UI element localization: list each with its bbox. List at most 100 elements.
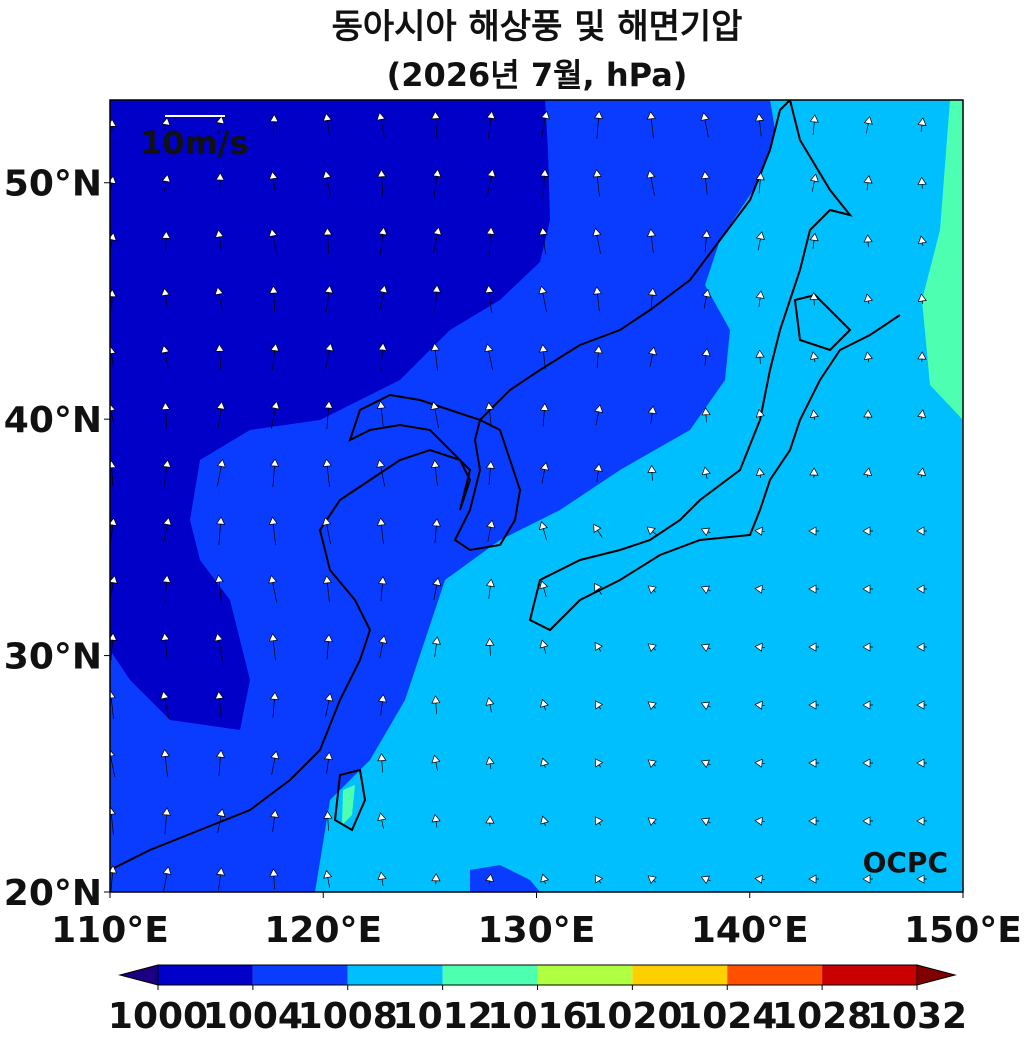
colorbar-label: 1004	[203, 996, 303, 1037]
wind-arrow	[323, 633, 334, 660]
colorbar-label: 1008	[298, 996, 398, 1037]
wind-arrow	[539, 402, 549, 427]
wind-arrow	[160, 287, 171, 310]
wind-arrow	[215, 172, 225, 194]
colorbar-label: 1028	[772, 996, 872, 1037]
wind-arrow	[917, 351, 927, 363]
wind-arrow	[539, 639, 549, 654]
wind-arrow	[322, 112, 332, 137]
lon-tick-label: 150°E	[904, 910, 1022, 951]
colorbar-segment	[442, 965, 538, 985]
wind-arrow	[431, 110, 441, 139]
wind-arrow	[808, 700, 819, 710]
wind-arrow	[594, 874, 604, 884]
wind-arrow	[270, 342, 280, 371]
wind-arrow	[538, 285, 548, 312]
lat-tick-label: 50°N	[4, 164, 102, 205]
wind-arrow	[647, 875, 657, 885]
lat-tick-label: 30°N	[4, 637, 102, 678]
wind-arrow	[539, 168, 550, 197]
wind-arrow	[110, 175, 117, 190]
colorbar-over	[916, 964, 957, 986]
wind-arrow	[484, 401, 495, 428]
wind-arrow	[377, 752, 387, 773]
subtitle: (2026년 7월, hPa)	[387, 56, 688, 94]
wind-arrow	[593, 110, 604, 139]
wind-arrow	[540, 461, 550, 484]
wind-arrow	[700, 643, 711, 653]
wind-arrow	[431, 284, 442, 313]
wind-arrow	[916, 642, 927, 652]
wind-arrow	[485, 756, 495, 770]
lon-tick-label: 130°E	[478, 910, 596, 951]
wind-arrow	[322, 575, 332, 603]
wind-arrow	[808, 584, 819, 594]
colorbar-segment	[632, 965, 728, 985]
wind-arrow	[594, 404, 604, 426]
wind-arrow	[755, 171, 765, 194]
wind-arrow	[486, 168, 496, 197]
wind-arrow	[809, 351, 819, 363]
pressure-region	[922, 100, 963, 420]
wind-arrow	[377, 169, 387, 197]
wind-arrow	[647, 817, 657, 827]
wind-arrow	[647, 287, 657, 311]
wind-arrow	[432, 577, 442, 601]
colorbar-segment	[727, 965, 823, 985]
wind-arrow	[755, 231, 765, 251]
wind-arrow	[594, 816, 604, 826]
wind-arrow	[594, 641, 603, 652]
wind-arrow	[268, 228, 278, 254]
wind-arrow	[646, 111, 656, 139]
wind-arrow	[592, 227, 602, 254]
wind-arrow	[377, 576, 388, 602]
wind-arrow	[431, 636, 441, 658]
wind-arrow	[701, 229, 711, 252]
wind-arrow	[161, 173, 171, 192]
wind-arrow	[917, 176, 927, 189]
pressure-region	[110, 100, 550, 730]
wind-arrow	[110, 517, 118, 544]
wind-arrow	[485, 578, 495, 599]
wind-arrow	[486, 110, 496, 139]
wind-arrow	[431, 518, 441, 544]
wind-arrow	[485, 815, 495, 827]
wind-arrow	[862, 700, 873, 710]
wind-arrow	[110, 288, 117, 309]
wind-arrow	[215, 749, 226, 776]
wind-arrow	[754, 700, 766, 710]
wind-arrow	[592, 286, 603, 312]
wind-arrow	[269, 458, 280, 487]
colorbar-segment	[537, 965, 633, 985]
wind-arrow	[432, 168, 442, 197]
wind-arrow	[268, 171, 278, 195]
wind-arrow	[162, 866, 172, 892]
wind-arrow	[809, 173, 819, 192]
wind-arrow	[431, 754, 441, 771]
wind-arrow	[754, 758, 766, 768]
wind-arrow	[808, 758, 819, 768]
reference-label: 10m/s	[140, 124, 249, 162]
wind-arrow	[646, 526, 658, 536]
wind-arrow	[270, 750, 280, 775]
wind-arrow	[809, 114, 819, 136]
colorbar-label: 1000	[108, 996, 208, 1037]
wind-arrow	[700, 527, 711, 537]
wind-arrow	[808, 526, 819, 536]
wind-arrow	[700, 701, 711, 711]
wind-arrow	[322, 516, 332, 545]
wind-arrow	[377, 871, 387, 886]
colorbar-label: 1012	[393, 996, 493, 1037]
wind-arrow	[647, 701, 657, 711]
wind-arrow	[540, 110, 550, 139]
wind-arrow	[324, 692, 334, 717]
wind-arrow	[323, 227, 333, 255]
wind-arrow	[216, 458, 226, 487]
wind-arrow	[863, 234, 873, 248]
wind-arrow	[110, 865, 118, 892]
colorbar-segment	[347, 965, 443, 985]
wind-arrow	[916, 758, 927, 768]
wind-arrow	[754, 642, 766, 652]
wind-arrow	[863, 115, 873, 134]
wind-arrow	[647, 405, 657, 424]
